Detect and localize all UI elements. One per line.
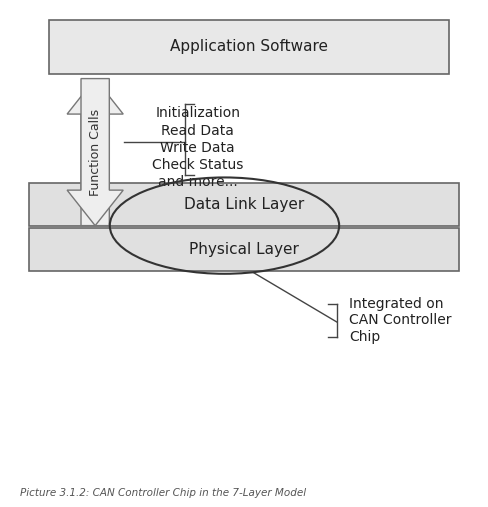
Text: Write Data: Write Data (161, 141, 235, 155)
Text: Data Link Layer: Data Link Layer (184, 197, 304, 211)
Text: Read Data: Read Data (161, 124, 234, 138)
Text: Function Calls: Function Calls (89, 108, 102, 196)
Text: Application Software: Application Software (170, 40, 328, 54)
FancyArrow shape (67, 79, 123, 226)
Text: and more...: and more... (158, 175, 238, 190)
FancyBboxPatch shape (29, 228, 459, 271)
FancyBboxPatch shape (49, 20, 449, 74)
FancyArrow shape (67, 79, 123, 226)
Text: Initialization: Initialization (155, 106, 240, 121)
FancyBboxPatch shape (29, 183, 459, 226)
Text: Physical Layer: Physical Layer (189, 242, 299, 257)
Text: Picture 3.1.2: CAN Controller Chip in the 7-Layer Model: Picture 3.1.2: CAN Controller Chip in th… (20, 488, 305, 498)
Text: Integrated on
CAN Controller
Chip: Integrated on CAN Controller Chip (349, 297, 451, 344)
Text: Check Status: Check Status (152, 158, 244, 172)
